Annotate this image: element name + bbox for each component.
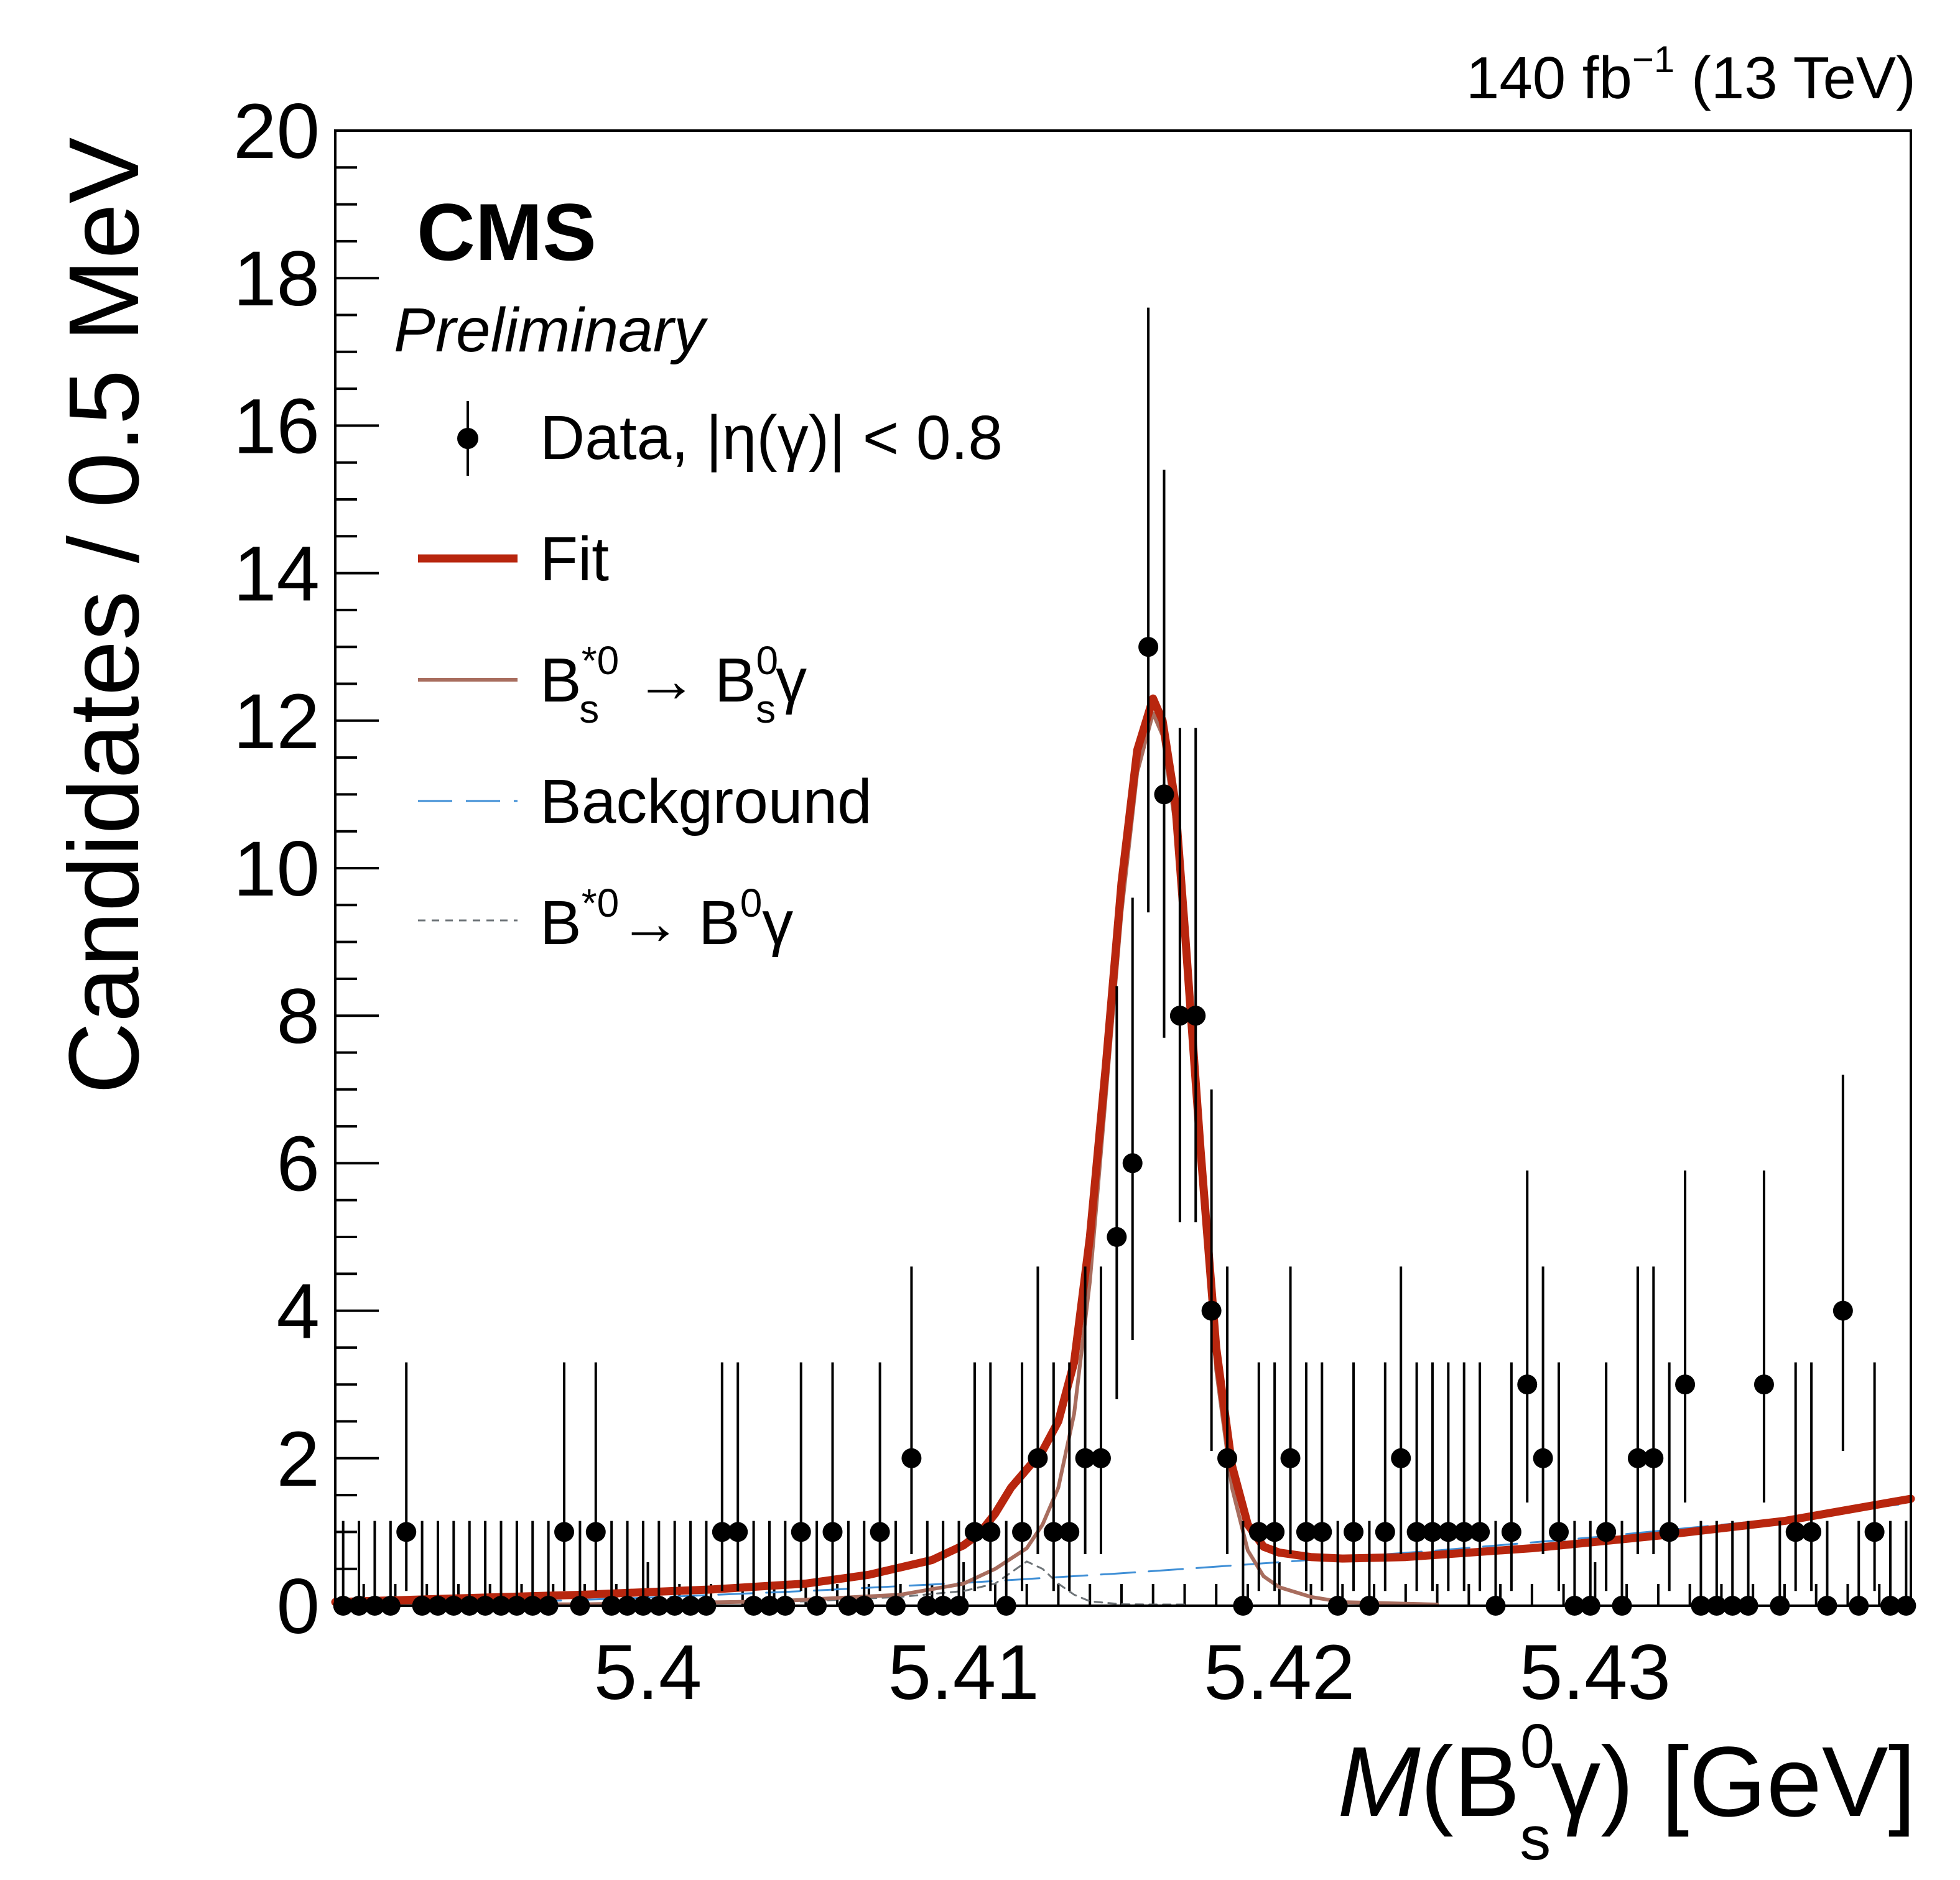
cms-label: CMS (417, 187, 597, 277)
data-point (1138, 637, 1159, 657)
x-tick-label: 5.4 (594, 1629, 702, 1716)
data-point (1043, 1522, 1064, 1542)
legend-bstar: B*0→ B0γ (418, 881, 793, 958)
y-tick-label: 12 (233, 678, 320, 765)
y-axis-label: Candidates / 0.5 MeV (48, 137, 159, 1094)
legend-signal: B*0 s → B0 sγ (418, 638, 807, 731)
data-point (1280, 1448, 1301, 1468)
data-point (1753, 1374, 1774, 1395)
plot-frame (334, 129, 1912, 1607)
y-tick-label: 14 (233, 531, 320, 618)
data-point (980, 1522, 1001, 1542)
data-point (1391, 1448, 1411, 1468)
data-point (1122, 1153, 1143, 1174)
legend-data: Data, |η(γ)| < 0.8 (457, 401, 1003, 476)
data-point (1438, 1522, 1459, 1542)
data-point (1832, 1300, 1853, 1321)
data-point (1186, 1006, 1206, 1026)
data-point (901, 1448, 922, 1468)
data-point (1154, 784, 1174, 805)
signal-curve (333, 711, 1439, 1606)
legend-background: Background (418, 767, 872, 836)
data-point (1627, 1448, 1648, 1468)
data-point (964, 1522, 985, 1542)
data-point (1090, 1448, 1111, 1468)
data-point (1169, 1006, 1190, 1026)
bstar-curve (334, 1560, 1186, 1606)
preliminary-label: Preliminary (394, 295, 708, 365)
y-tick-label: 2 (276, 1416, 320, 1503)
legend-fit: Fit (418, 524, 609, 594)
data-point (1265, 1522, 1285, 1542)
data-points (333, 307, 1916, 1616)
y-tick-label: 10 (233, 826, 320, 912)
data-point (1454, 1522, 1474, 1542)
data-point (1028, 1448, 1048, 1468)
y-tick-label: 18 (233, 236, 320, 322)
data-point (1012, 1522, 1033, 1542)
data-point (1517, 1374, 1538, 1395)
data-point (1201, 1300, 1222, 1321)
fit-curve (331, 694, 1915, 1606)
x-tick-label: 5.43 (1520, 1629, 1671, 1716)
data-point (1643, 1448, 1664, 1468)
legend-bstar-label: B*0→ B0γ (540, 881, 793, 958)
data-point (1107, 1227, 1127, 1247)
y-tick-label: 8 (276, 973, 320, 1060)
x-axis-label: M(B0 sγ) [GeV] (1337, 1711, 1916, 1873)
data-point (1675, 1374, 1696, 1395)
legend: Data, |η(γ)| < 0.8 Fit B*0 s → B0 sγ Backg… (418, 401, 1003, 958)
data-point (1785, 1522, 1806, 1542)
data-point (1296, 1522, 1316, 1542)
data-point (1422, 1522, 1442, 1542)
data-point (1596, 1522, 1617, 1542)
legend-signal-label: B*0 s → B0 sγ (540, 638, 807, 731)
x-tick-label: 5.42 (1204, 1629, 1355, 1716)
data-point (1406, 1522, 1427, 1542)
data-point (791, 1522, 811, 1542)
y-tick-label: 16 (233, 383, 320, 470)
data-point (1059, 1522, 1080, 1542)
data-point (728, 1522, 748, 1542)
data-point (1312, 1522, 1332, 1542)
data-point (1075, 1448, 1095, 1468)
data-point (1217, 1448, 1238, 1468)
lumi-label: 140 fb−1 (13 TeV) (1466, 39, 1916, 111)
data-point (1344, 1522, 1364, 1542)
legend-fit-label: Fit (540, 524, 609, 594)
x-tick-label: 5.41 (888, 1629, 1039, 1716)
y-tick-label: 6 (276, 1121, 320, 1207)
data-point (1248, 1522, 1269, 1542)
data-point (554, 1522, 575, 1542)
y-tick-label: 20 (233, 88, 320, 175)
data-point (1501, 1522, 1521, 1542)
data-point (822, 1522, 843, 1542)
data-point (712, 1522, 732, 1542)
data-point (870, 1522, 890, 1542)
y-tick-label: 4 (276, 1269, 320, 1355)
data-point (1470, 1522, 1490, 1542)
y-tick-label: 0 (276, 1563, 320, 1650)
data-point (1801, 1522, 1822, 1542)
legend-data-label: Data, |η(γ)| < 0.8 (540, 403, 1003, 473)
data-point (585, 1522, 606, 1542)
data-point (1549, 1522, 1569, 1542)
data-point (396, 1522, 417, 1542)
data-point (1864, 1522, 1885, 1542)
data-point (1533, 1448, 1553, 1468)
data-point (1659, 1522, 1679, 1542)
legend-background-label: Background (540, 767, 872, 836)
data-point (1375, 1522, 1395, 1542)
background-curve (334, 1502, 1912, 1606)
